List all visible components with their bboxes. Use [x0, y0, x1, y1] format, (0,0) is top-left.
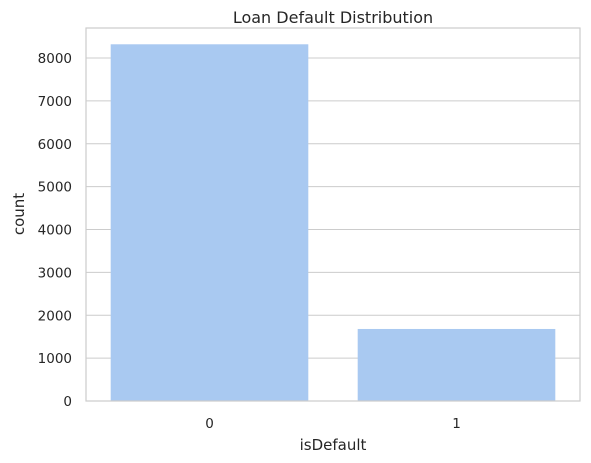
y-tick-labels: 0 1000 2000 3000 4000 5000 6000 7000 8000	[38, 51, 72, 410]
x-axis-label: isDefault	[300, 436, 367, 454]
y-tick-label: 2000	[38, 308, 72, 324]
y-tick-label: 0	[63, 394, 72, 410]
bar-0	[110, 44, 309, 401]
plot-frame	[85, 27, 581, 402]
y-tick-label: 3000	[38, 265, 72, 281]
y-tick-label: 6000	[38, 137, 72, 153]
bar-1	[357, 328, 556, 401]
y-tick-label: 4000	[38, 223, 72, 239]
y-tick-label: 7000	[38, 94, 72, 110]
x-tick-label: 1	[452, 416, 461, 432]
bars	[110, 44, 556, 401]
y-tick-label: 5000	[38, 180, 72, 196]
y-axis-label: count	[10, 193, 28, 235]
x-tick-label: 0	[205, 416, 214, 432]
chart-title: Loan Default Distribution	[233, 8, 433, 27]
y-tick-label: 8000	[38, 51, 72, 67]
y-tick-label: 1000	[38, 351, 72, 367]
